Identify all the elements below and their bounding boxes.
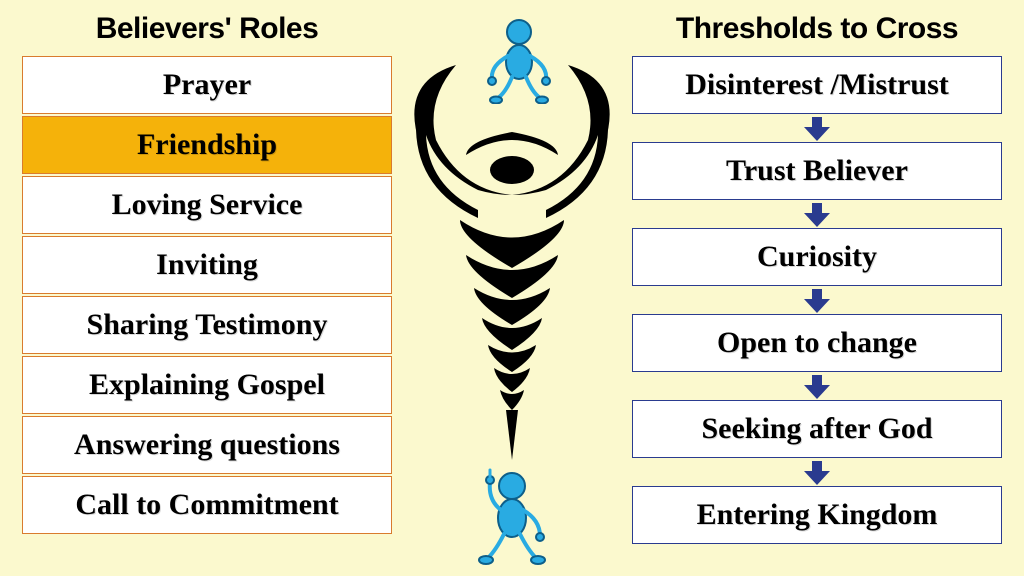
threshold-box: Trust Believer	[632, 142, 1002, 200]
center-illustration	[406, 20, 618, 560]
role-box-highlighted: Friendship	[22, 116, 392, 174]
down-arrow-icon	[632, 288, 1002, 314]
believers-roles-column: Believers' Roles Prayer Friendship Lovin…	[22, 12, 392, 536]
thresholds-column: Thresholds to Cross Disinterest /Mistrus…	[632, 12, 1002, 546]
role-label: Friendship	[137, 128, 277, 162]
role-box: Sharing Testimony	[22, 296, 392, 354]
role-box: Explaining Gospel	[22, 356, 392, 414]
role-box: Inviting	[22, 236, 392, 294]
down-arrow-icon	[632, 202, 1002, 228]
down-arrow-icon	[632, 374, 1002, 400]
stick-figure-bottom-icon	[474, 466, 550, 566]
stick-figure-top-icon	[484, 14, 554, 104]
threshold-label: Curiosity	[757, 240, 877, 274]
role-label: Inviting	[156, 248, 258, 282]
threshold-box: Entering Kingdom	[632, 486, 1002, 544]
role-box: Loving Service	[22, 176, 392, 234]
down-arrow-icon	[632, 460, 1002, 486]
down-arrow-icon	[632, 116, 1002, 142]
threshold-label: Trust Believer	[726, 154, 908, 188]
threshold-box: Open to change	[632, 314, 1002, 372]
left-heading: Believers' Roles	[22, 12, 392, 46]
role-box: Answering questions	[22, 416, 392, 474]
role-label: Loving Service	[112, 188, 303, 222]
threshold-label: Seeking after God	[701, 412, 932, 446]
threshold-label: Disinterest /Mistrust	[685, 68, 949, 102]
threshold-label: Open to change	[717, 326, 917, 360]
role-label: Explaining Gospel	[89, 368, 325, 402]
threshold-label: Entering Kingdom	[697, 498, 938, 532]
role-label: Prayer	[163, 68, 251, 102]
threshold-box: Seeking after God	[632, 400, 1002, 458]
role-label: Answering questions	[74, 428, 340, 462]
role-box: Call to Commitment	[22, 476, 392, 534]
role-label: Call to Commitment	[75, 488, 338, 522]
threshold-box: Disinterest /Mistrust	[632, 56, 1002, 114]
threshold-box: Curiosity	[632, 228, 1002, 286]
role-label: Sharing Testimony	[87, 308, 328, 342]
role-box: Prayer	[22, 56, 392, 114]
tornado-icon	[406, 60, 618, 480]
right-heading: Thresholds to Cross	[632, 12, 1002, 46]
